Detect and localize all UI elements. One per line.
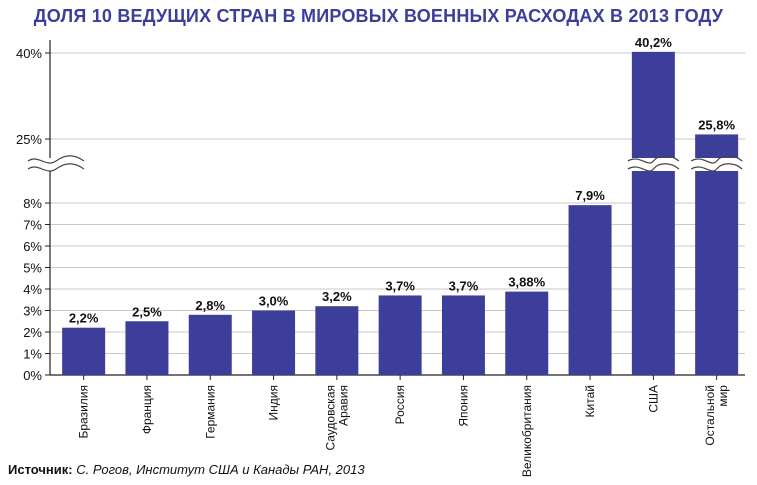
bar: [378, 295, 422, 375]
bar: [62, 327, 106, 375]
data-label: 7,9%: [575, 188, 605, 203]
y-tick-label: 8%: [23, 196, 42, 211]
bar: [252, 310, 296, 375]
data-labels: 2,2% 2,5% 2,8% 3,0% 3,2% 3,7% 3,7% 3,88% 7,9% 40,…: [69, 35, 736, 326]
category-label: Саудовская Аравия: [323, 385, 350, 451]
data-label: 3,88%: [508, 275, 545, 290]
bar: [125, 321, 169, 375]
category-label-line: мир: [716, 385, 730, 407]
bar-break-mask: [693, 158, 741, 171]
category-label-line: Франция: [140, 385, 154, 434]
data-label: 2,2%: [69, 311, 99, 326]
data-label: 3,7%: [385, 278, 415, 293]
data-label: 2,5%: [132, 304, 162, 319]
category-label: Франция: [140, 385, 154, 434]
bar: [695, 134, 739, 375]
y-tick-label: 4%: [23, 282, 42, 297]
bar: [505, 291, 549, 375]
y-tick-label: 25%: [16, 132, 42, 147]
y-tick-label: 6%: [23, 239, 42, 254]
category-label-line: Великобритания: [520, 385, 534, 477]
category-label: Остальной мир: [703, 385, 730, 446]
category-label-line: Германия: [203, 385, 217, 439]
category-label-line: Россия: [393, 385, 407, 424]
y-tick-labels: 0% 1% 2% 3% 4% 5% 6% 7% 8% 25% 40%: [16, 46, 42, 383]
category-label: Великобритания: [520, 385, 534, 477]
category-labels: Бразилия Франция Германия Индия Саудовская Ар…: [77, 385, 731, 477]
category-label-line: Остальной: [703, 385, 717, 446]
category-label: Россия: [393, 385, 407, 424]
category-label: Китай: [583, 385, 597, 417]
bar: [315, 306, 359, 375]
chart-title: ДОЛЯ 10 ВЕДУЩИХ СТРАН В МИРОВЫХ ВОЕННЫХ …: [33, 6, 724, 26]
axis-break-line: [27, 155, 85, 164]
data-label: 2,8%: [195, 298, 225, 313]
data-label: 3,7%: [449, 278, 479, 293]
bar: [188, 314, 232, 375]
category-label-line: Бразилия: [77, 385, 91, 439]
y-tick-label: 1%: [23, 347, 42, 362]
category-label-line: Китай: [583, 385, 597, 417]
source-label: Источник:: [8, 462, 73, 477]
category-label-line: Аравия: [336, 385, 350, 426]
bar: [441, 295, 485, 375]
y-tick-label: 3%: [23, 304, 42, 319]
category-label: Германия: [203, 385, 217, 439]
category-label-line: США: [646, 385, 660, 413]
category-label-line: Саудовская: [323, 385, 337, 451]
bar: [631, 51, 675, 375]
category-label: Бразилия: [77, 385, 91, 439]
bar-break-line: [627, 163, 680, 172]
bar-break-mask: [629, 158, 677, 171]
category-label-line: Индия: [267, 385, 281, 420]
data-label: 3,0%: [259, 294, 289, 309]
bar: [568, 205, 612, 375]
category-label: Индия: [267, 385, 281, 420]
category-label: США: [646, 385, 660, 413]
data-label: 25,8%: [698, 117, 735, 132]
y-tick-label: 40%: [16, 46, 42, 61]
data-label: 3,2%: [322, 289, 352, 304]
bar-break-line: [627, 155, 680, 164]
data-label: 40,2%: [635, 35, 672, 50]
source-note: Источник: С. Рогов, Институт США и Канад…: [8, 462, 365, 477]
y-tick-label: 2%: [23, 325, 42, 340]
category-label-line: Япония: [456, 385, 470, 427]
bars: [62, 51, 743, 375]
y-tick-label: 7%: [23, 218, 42, 233]
bar-break-line: [690, 163, 743, 172]
bar-break-line: [690, 155, 743, 164]
y-tick-label: 5%: [23, 261, 42, 276]
category-label: Япония: [456, 385, 470, 427]
axis-break-line: [27, 163, 85, 172]
source-text: С. Рогов, Институт США и Канады РАН, 201…: [76, 462, 365, 477]
y-tick-label: 0%: [23, 368, 42, 383]
